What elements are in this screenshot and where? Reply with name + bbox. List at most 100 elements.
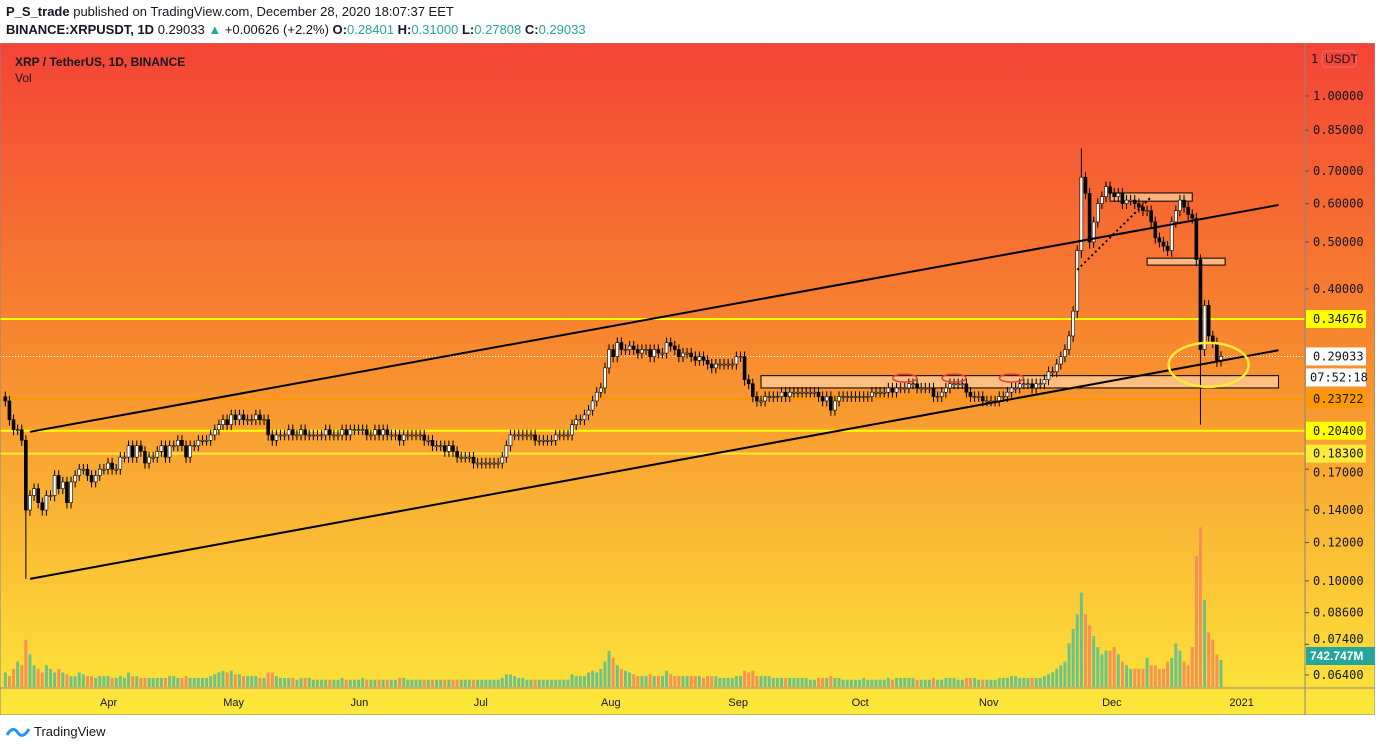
candle-body (311, 434, 316, 437)
volume-bar (689, 676, 693, 687)
time-tick-label: Oct (852, 697, 869, 709)
candle-body (915, 383, 919, 389)
candle-body (611, 349, 615, 357)
candle-body (845, 396, 850, 398)
volume-bar (94, 677, 98, 687)
volume-bar (229, 670, 233, 687)
volume-bar (821, 677, 825, 687)
volume-bar (61, 672, 65, 687)
candle-body (504, 445, 509, 458)
volume-bar (1125, 665, 1129, 687)
brand-name[interactable]: TradingView (34, 724, 106, 739)
low-value: 0.27808 (474, 22, 522, 37)
candle-body (93, 475, 98, 483)
price-axis[interactable]: 1.00000 0.85000 0.70000 0.60000 0.50000 0.400… (1305, 50, 1375, 682)
volume-bar (1203, 599, 1207, 687)
candle-body (475, 462, 480, 465)
author[interactable]: P_S_trade (6, 4, 70, 19)
volume-bar (886, 677, 890, 687)
volume-bar (1071, 628, 1075, 687)
volume-bar (1104, 650, 1108, 687)
channel-upper-trendline (29, 204, 1279, 433)
volume-bar (381, 679, 385, 687)
candle-body (463, 456, 468, 459)
volume-bar (504, 674, 508, 687)
volume-bar (964, 677, 968, 687)
volume-bar (1141, 668, 1145, 687)
candle-body (648, 349, 652, 357)
volume-bar (131, 676, 135, 687)
candle-body (750, 383, 755, 397)
volume-bar (1120, 661, 1124, 687)
candle-body (1149, 210, 1153, 223)
candle-body (114, 468, 119, 471)
candle-body (159, 445, 164, 452)
candle-body (369, 434, 373, 437)
volume-bar (697, 676, 701, 687)
volume-bar (1067, 643, 1071, 687)
highlight-ellipse (1167, 341, 1250, 389)
publish-info: P_S_trade published on TradingView.com, … (6, 4, 454, 19)
time-tick-label: 2021 (1229, 697, 1253, 709)
candle-body (857, 396, 862, 398)
volume-bar (681, 676, 685, 687)
candle-body (890, 387, 895, 393)
volume-bar (36, 668, 40, 687)
candle-body (972, 396, 977, 398)
time-axis[interactable]: Apr May Jun Jul Aug Sep Oct Nov Dec 2021 (100, 697, 1254, 709)
candle-body (295, 434, 299, 437)
candle-body (85, 468, 90, 476)
candle-body (1186, 206, 1190, 215)
candle-body (447, 445, 451, 452)
candle-body (65, 481, 69, 503)
candle-body (763, 396, 767, 402)
volume-bar (570, 674, 574, 687)
zone-rectangle (1146, 257, 1226, 266)
volume-bar (225, 672, 229, 687)
volume-bar (562, 679, 566, 687)
volume-bar (274, 676, 278, 687)
volume-bar (422, 679, 426, 687)
candle-body (1009, 387, 1014, 393)
volume-bar (1137, 668, 1141, 687)
volume-bar (759, 676, 763, 687)
volume-bar (32, 665, 36, 687)
volume-bar (808, 679, 812, 687)
level-price-label: 0.18300 (1313, 447, 1364, 461)
candles (3, 148, 1223, 579)
time-tick-label: Jul (474, 697, 488, 709)
volume-bar (804, 677, 808, 687)
volume-bar (595, 672, 599, 687)
volume-bar (936, 679, 940, 687)
candle-body (529, 434, 533, 437)
volume-bar (775, 677, 779, 687)
volume-bar (907, 677, 911, 687)
volume-bar (69, 676, 73, 687)
candle-body (225, 419, 229, 425)
volume-bar (143, 677, 147, 687)
volume-bar (430, 679, 434, 687)
candle-body (336, 434, 340, 437)
candle-body (254, 414, 258, 421)
candle-body (229, 414, 234, 425)
last-price-label: 0.29033 (1313, 349, 1364, 363)
candle-body (1083, 176, 1088, 194)
candle-body (578, 419, 583, 422)
volume-bar (1112, 647, 1116, 687)
volume-bar (755, 676, 759, 687)
price-chart[interactable]: 1.00000 0.85000 0.70000 0.60000 0.50000 0.400… (0, 43, 1375, 715)
open-value: 0.28401 (346, 22, 394, 37)
candle-body (833, 400, 837, 411)
legend-volume[interactable]: Vol (15, 71, 32, 85)
volume-bar (40, 672, 44, 687)
volume-bar (77, 672, 81, 687)
volume-bar (845, 679, 849, 687)
candle-body (167, 445, 172, 458)
candle-body (582, 414, 587, 421)
candle-body (291, 429, 295, 436)
volume-bar (903, 677, 907, 687)
volume-bar (578, 676, 582, 687)
candle-body (837, 396, 841, 402)
candle-body (1034, 383, 1038, 389)
volume-bar (16, 661, 20, 687)
